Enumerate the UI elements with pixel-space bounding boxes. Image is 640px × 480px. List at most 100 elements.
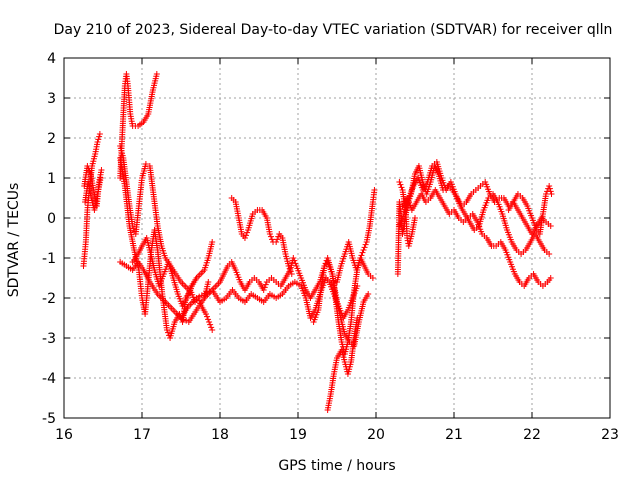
- data-point: [202, 311, 209, 317]
- data-point: [369, 275, 376, 281]
- y-tick-label: 1: [47, 171, 56, 187]
- data-point: [404, 235, 411, 241]
- data-point: [209, 239, 216, 245]
- data-point: [286, 265, 293, 272]
- data-point: [84, 163, 91, 169]
- data-point: [543, 191, 550, 197]
- data-point: [362, 241, 369, 248]
- data-point: [96, 131, 103, 137]
- data-point: [243, 232, 249, 239]
- data-point: [365, 291, 372, 297]
- x-tick-label: 17: [133, 427, 151, 443]
- data-point: [196, 293, 203, 300]
- data-point: [359, 249, 366, 256]
- plot-frame: [63, 57, 611, 419]
- y-axis-title: SDTVAR / TECUs: [6, 183, 22, 298]
- data-point: [412, 215, 418, 221]
- data-point: [267, 233, 274, 240]
- data-point: [397, 181, 404, 188]
- series-track-m: [324, 315, 361, 413]
- data-point: [354, 315, 361, 321]
- y-tick-label: -1: [42, 251, 56, 267]
- series-track-q: [399, 187, 554, 289]
- data-point: [95, 136, 102, 143]
- data-point: [86, 168, 93, 175]
- data-point: [275, 233, 282, 240]
- data-point: [94, 139, 101, 145]
- y-tick-label: -2: [42, 291, 56, 307]
- y-tick-label: -5: [42, 411, 56, 427]
- data-point: [260, 287, 267, 293]
- data-point: [269, 236, 275, 243]
- data-point: [193, 295, 200, 301]
- data-point: [206, 319, 213, 325]
- data-point: [266, 231, 273, 237]
- data-point: [208, 324, 215, 331]
- series-track-n: [334, 239, 376, 285]
- x-axis-title: GPS time / hours: [278, 458, 395, 474]
- data-point: [287, 268, 294, 275]
- data-point: [198, 292, 205, 299]
- data-point: [547, 223, 554, 229]
- data-point: [261, 284, 268, 291]
- data-point: [546, 251, 553, 257]
- data-point: [163, 327, 170, 333]
- series-track-h: [129, 235, 200, 309]
- series-track-s: [396, 179, 418, 249]
- data-point: [244, 229, 251, 236]
- data-point: [85, 165, 92, 172]
- data-point: [142, 161, 149, 167]
- data-point: [262, 281, 269, 288]
- data-point: [398, 184, 405, 191]
- data-point: [546, 183, 553, 189]
- y-tick-label: 4: [47, 51, 56, 67]
- y-tick-label: 2: [47, 131, 56, 147]
- data-point: [183, 317, 190, 324]
- y-tick-label: -4: [42, 371, 56, 387]
- data-point: [290, 255, 297, 261]
- series-track-k: [228, 195, 295, 277]
- data-point: [371, 187, 378, 193]
- data-point: [285, 263, 292, 269]
- data-point: [288, 271, 295, 277]
- data-point: [205, 316, 212, 323]
- x-tick-label: 16: [55, 427, 73, 443]
- x-tick-label: 21: [445, 427, 463, 443]
- x-tick-label: 23: [601, 427, 619, 443]
- data-point: [274, 236, 281, 243]
- series-track-l: [310, 187, 378, 357]
- data-point: [273, 239, 280, 245]
- series-track-j: [201, 275, 361, 321]
- x-tick-label: 22: [523, 427, 541, 443]
- y-tick-label: 0: [47, 211, 56, 227]
- y-tick-label: -3: [42, 331, 56, 347]
- data-point: [209, 327, 216, 333]
- data-point: [97, 175, 104, 181]
- data-point: [292, 260, 299, 267]
- data-point: [165, 329, 171, 336]
- data-point: [204, 313, 210, 320]
- data-point: [193, 275, 200, 281]
- x-tick-label: 19: [289, 427, 307, 443]
- x-tick-label: 18: [211, 427, 229, 443]
- data-point: [180, 316, 187, 323]
- data-point: [291, 257, 298, 264]
- series-track-r: [505, 183, 555, 237]
- data-point: [547, 188, 554, 195]
- data-marks: [80, 71, 555, 413]
- x-tick-label: 20: [367, 427, 385, 443]
- data-point: [396, 179, 403, 185]
- data-point: [399, 231, 406, 237]
- data-point: [361, 244, 368, 251]
- data-point: [548, 191, 555, 197]
- data-point: [546, 185, 553, 192]
- data-point: [547, 275, 554, 281]
- data-point: [241, 235, 248, 241]
- data-point: [98, 167, 105, 173]
- series-track-d: [117, 71, 160, 181]
- data-point: [153, 71, 160, 77]
- data-point: [205, 279, 212, 285]
